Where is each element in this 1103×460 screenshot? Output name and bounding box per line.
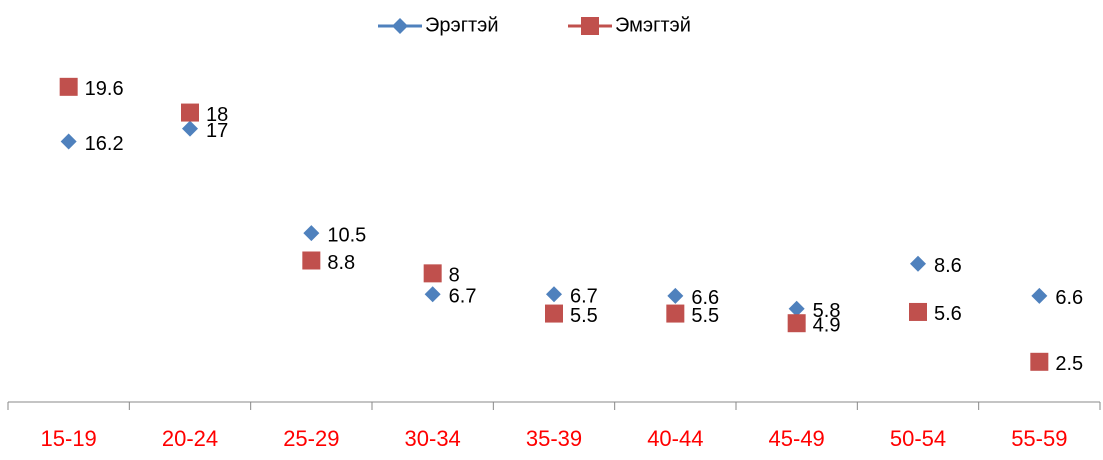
data-label: 16.2 [85,133,124,155]
point [181,103,199,122]
data-label: 5.6 [934,303,962,325]
point [302,251,321,270]
point [667,287,684,304]
point [666,304,685,323]
point [545,304,563,323]
data-label: 10.5 [327,224,366,246]
x-tick-label: 40-44 [647,426,703,451]
legend-marker [392,18,408,34]
x-tick-label: 35-39 [526,426,582,451]
data-label: 4.9 [813,314,841,336]
x-tick-label: 15-19 [41,426,97,451]
data-label: 5.5 [570,305,598,327]
data-label: 5.8 [813,300,841,322]
data-label: 6.7 [570,286,598,308]
point [787,314,806,333]
x-tick-label: 25-29 [283,426,339,451]
x-tick-label: 30-34 [405,426,461,451]
data-label: 5.5 [691,305,719,327]
data-label: 17 [206,120,228,142]
point [59,77,78,96]
data-label: 6.6 [1055,287,1083,309]
point [1030,352,1049,371]
x-tick-label: 50-54 [890,426,946,451]
data-label: 8.6 [934,255,962,277]
point [909,302,927,321]
point [423,264,442,283]
data-label: 18 [206,104,228,126]
point [788,300,805,317]
point [182,120,198,137]
data-label: 6.7 [449,286,477,308]
point [910,255,926,272]
data-label: 8 [449,265,460,287]
legend-label: Эмэгтэй [615,14,691,36]
point [424,286,441,303]
legend-label: Эрэгтэй [425,14,499,36]
x-tick-label: 45-49 [769,426,825,451]
point [60,133,77,150]
data-label: 19.6 [85,78,124,100]
legend-marker [581,17,599,35]
data-label: 2.5 [1055,353,1083,375]
point [1031,287,1048,304]
data-label: 6.6 [691,287,719,309]
x-tick-label: 55-59 [1011,426,1067,451]
x-tick-label: 20-24 [162,426,218,451]
data-label: 8.8 [327,252,355,274]
point [303,225,320,242]
point [546,286,562,303]
